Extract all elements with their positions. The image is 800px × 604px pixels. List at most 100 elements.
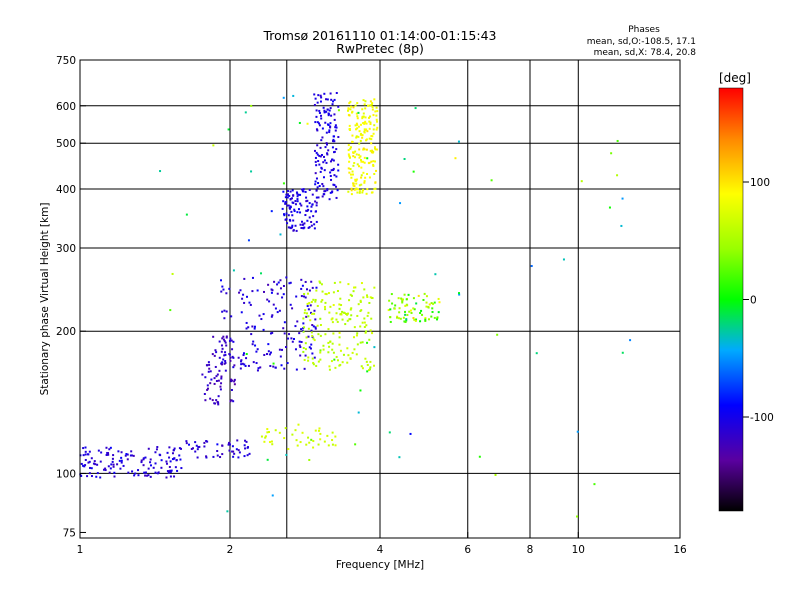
data-point	[313, 227, 316, 230]
data-point	[229, 337, 232, 340]
data-points	[79, 91, 632, 518]
data-point	[350, 193, 353, 196]
data-point	[373, 364, 376, 367]
data-point	[307, 327, 310, 330]
data-point	[334, 129, 337, 132]
data-point	[317, 196, 320, 199]
chart-title-line1: Tromsø 20161110 01:14:00-01:15:43	[262, 28, 496, 43]
data-point	[230, 339, 233, 342]
data-point	[324, 146, 327, 149]
data-point	[372, 114, 375, 117]
data-point	[458, 293, 461, 296]
data-point	[330, 178, 333, 181]
data-point	[219, 388, 222, 391]
data-point	[457, 140, 460, 143]
data-point	[354, 443, 357, 446]
data-point	[207, 370, 210, 373]
data-point	[629, 339, 632, 342]
data-point	[337, 163, 340, 166]
data-point	[430, 302, 433, 305]
data-point	[109, 446, 112, 449]
data-point	[225, 344, 228, 347]
data-point	[346, 347, 349, 350]
data-point	[80, 474, 83, 477]
data-point	[325, 110, 328, 113]
data-point	[282, 190, 285, 193]
data-point	[240, 359, 243, 362]
data-point	[252, 340, 255, 343]
data-point	[143, 471, 146, 474]
data-point	[96, 472, 99, 475]
data-point	[374, 160, 377, 163]
data-point	[332, 135, 335, 138]
data-point	[370, 103, 373, 106]
data-point	[215, 399, 218, 402]
data-point	[284, 427, 287, 430]
data-point	[223, 317, 226, 320]
data-point	[366, 341, 369, 344]
data-point	[352, 151, 355, 154]
data-point	[621, 351, 624, 354]
data-point	[233, 364, 236, 367]
data-point	[331, 321, 334, 324]
y-tick-label: 600	[56, 101, 76, 113]
data-point	[311, 352, 314, 355]
data-point	[315, 151, 318, 154]
data-point	[283, 437, 286, 440]
data-point	[346, 312, 349, 315]
data-point	[366, 363, 369, 366]
data-point	[310, 343, 313, 346]
data-point	[142, 458, 145, 461]
data-point	[302, 330, 305, 333]
data-point	[397, 317, 400, 320]
data-point	[232, 455, 235, 458]
data-point	[430, 315, 433, 318]
data-point	[221, 310, 224, 313]
data-point	[319, 324, 322, 327]
data-point	[330, 114, 333, 117]
data-point	[169, 309, 172, 312]
data-point	[349, 168, 352, 171]
data-point	[301, 223, 304, 226]
colorbar-tick-label: -100	[750, 412, 774, 424]
data-point	[314, 298, 317, 301]
data-point	[277, 281, 280, 284]
data-point	[333, 151, 336, 154]
data-point	[243, 277, 246, 280]
data-point	[256, 369, 259, 372]
data-point	[315, 164, 318, 167]
data-point	[352, 336, 355, 339]
data-point	[338, 303, 341, 306]
data-point	[339, 281, 342, 284]
data-point	[287, 226, 290, 229]
data-point	[318, 154, 321, 157]
data-point	[271, 331, 274, 334]
data-point	[339, 313, 342, 316]
data-point	[227, 443, 230, 446]
data-point	[104, 467, 107, 470]
data-point	[367, 369, 370, 372]
data-point	[365, 122, 368, 125]
data-point	[318, 122, 321, 125]
data-point	[315, 109, 318, 112]
data-point	[593, 483, 596, 486]
data-point	[335, 196, 338, 199]
data-point	[96, 463, 99, 466]
data-point	[165, 460, 168, 463]
data-point	[289, 281, 292, 284]
data-point	[319, 358, 322, 361]
data-point	[336, 189, 339, 192]
data-point	[327, 351, 330, 354]
data-point	[394, 304, 397, 307]
data-point	[353, 286, 356, 289]
data-point	[245, 321, 248, 324]
data-point	[292, 194, 295, 197]
data-point	[303, 358, 306, 361]
data-point	[188, 443, 191, 446]
data-point	[168, 470, 171, 473]
data-point	[95, 475, 98, 478]
data-point	[311, 312, 314, 315]
data-point	[270, 440, 273, 443]
data-point	[371, 108, 374, 111]
data-point	[355, 353, 358, 356]
